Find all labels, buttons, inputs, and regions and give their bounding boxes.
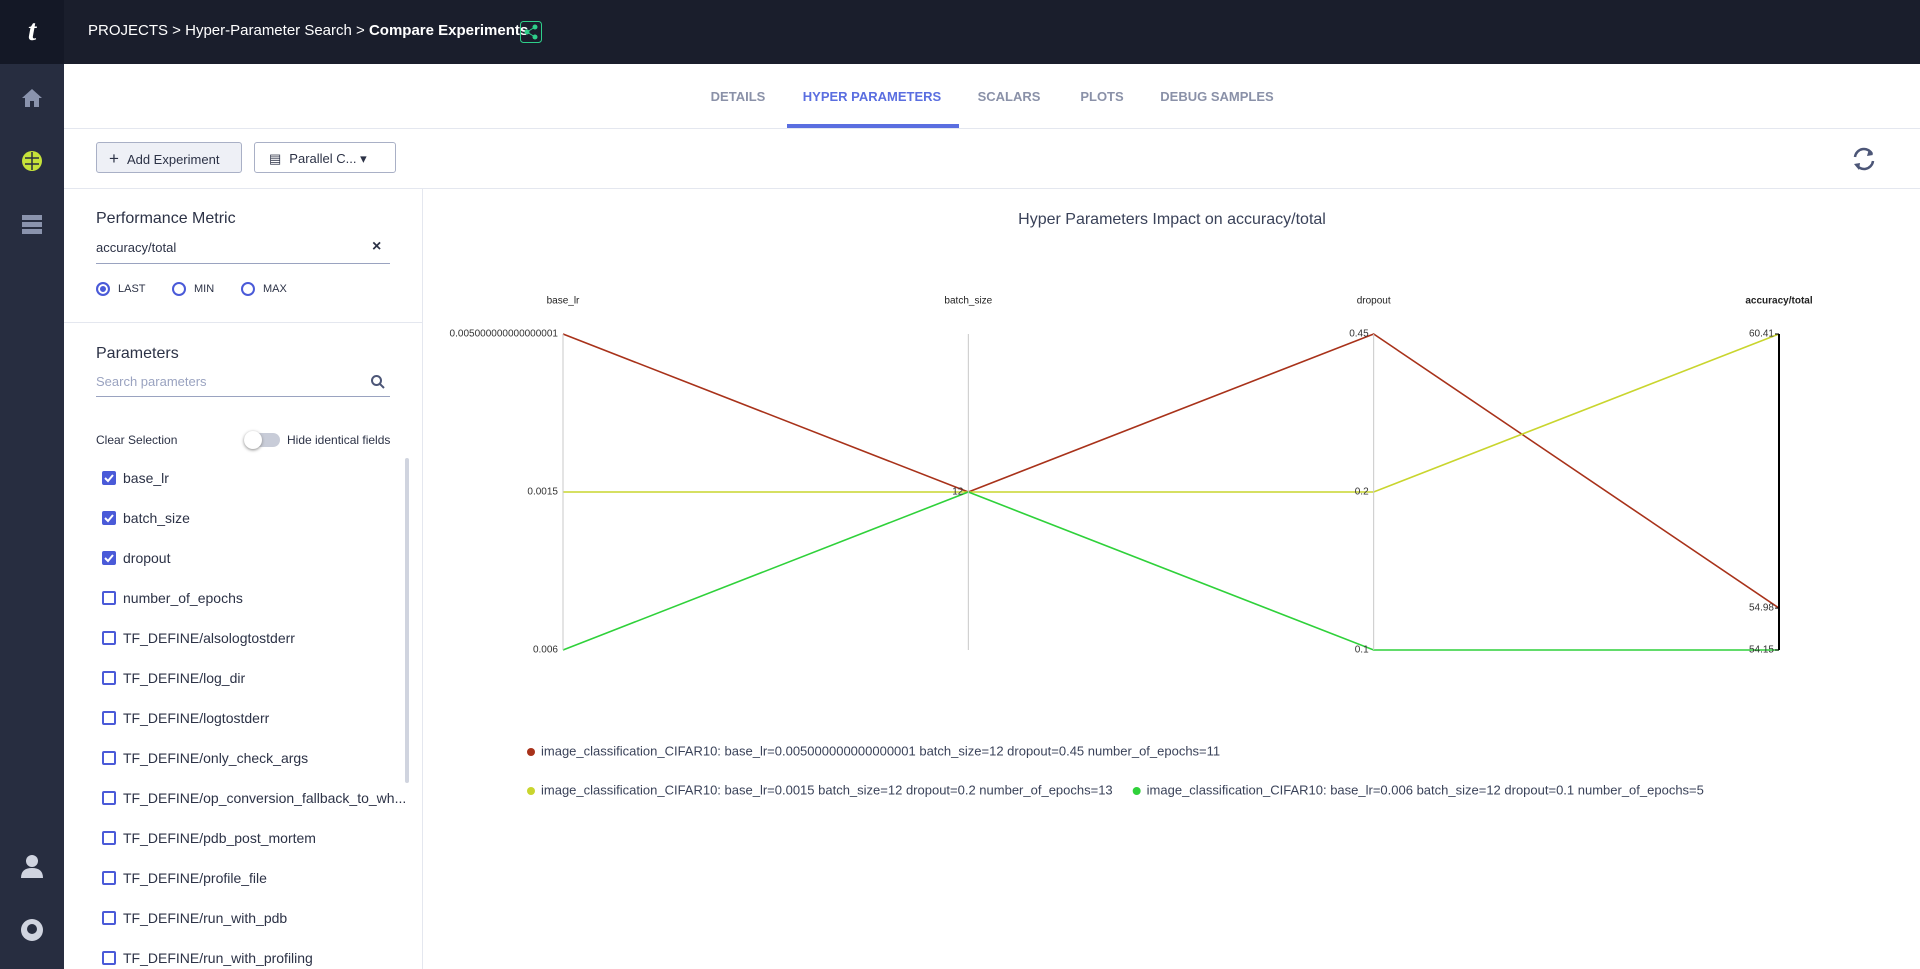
axis-tick-label: 0.0015 — [527, 487, 558, 498]
checkbox[interactable] — [102, 591, 116, 605]
tab[interactable]: HYPER PARAMETERS — [802, 89, 942, 104]
datasets-icon[interactable] — [20, 212, 44, 236]
tab[interactable]: PLOTS — [1080, 89, 1124, 104]
radio[interactable] — [241, 282, 255, 296]
checkbox[interactable] — [102, 671, 116, 685]
series-line — [563, 333, 1780, 493]
axis-label: batch_size — [944, 296, 992, 307]
parameter-name: number_of_epochs — [123, 590, 243, 606]
axis-tick-label: 0.2 — [1355, 487, 1369, 498]
radio-label: MAX — [263, 283, 287, 295]
legend-label: image_classification_CIFAR10: base_lr=0.… — [541, 782, 1113, 797]
github-icon[interactable] — [20, 918, 44, 942]
axis-tick-label: 60.41 — [1749, 329, 1774, 340]
tab[interactable]: DEBUG SAMPLES — [1160, 89, 1274, 104]
search-icon[interactable] — [370, 374, 386, 390]
parameter-name: TF_DEFINE/profile_file — [123, 870, 267, 886]
parameter-name: TF_DEFINE/log_dir — [123, 670, 246, 686]
axis-tick-label: 0.1 — [1355, 645, 1369, 656]
checkbox[interactable] — [102, 831, 116, 845]
radio-label: MIN — [194, 283, 215, 295]
series-line — [562, 491, 1779, 651]
legend-label: image_classification_CIFAR10: base_lr=0.… — [1147, 782, 1704, 797]
breadcrumb-item[interactable]: Hyper-Parameter Search — [185, 22, 352, 39]
divider — [64, 188, 1920, 189]
side-nav: t — [0, 0, 64, 969]
input-underline — [96, 396, 390, 397]
legend-marker — [1132, 787, 1141, 795]
refresh-button[interactable] — [1851, 146, 1877, 172]
home-icon[interactable] — [20, 86, 44, 110]
axis-tick-label: 0.45 — [1349, 329, 1369, 340]
axis-label: dropout — [1357, 296, 1391, 307]
parameter-name: TF_DEFINE/run_with_pdb — [123, 910, 288, 926]
legend-label: image_classification_CIFAR10: base_lr=0.… — [541, 743, 1220, 758]
clear-metric[interactable]: × — [372, 238, 382, 255]
hide-identical: Hide identical fields — [287, 433, 391, 447]
checkbox[interactable] — [102, 471, 116, 485]
top-bar — [0, 0, 1920, 64]
profile-icon[interactable] — [20, 854, 44, 878]
parameter-name: TF_DEFINE/pdb_post_mortem — [123, 830, 316, 846]
parameter-name: base_lr — [123, 470, 169, 486]
experiments-icon[interactable] — [20, 149, 44, 173]
scrollbar[interactable] — [405, 458, 409, 783]
divider — [64, 322, 422, 323]
axis-label: accuracy/total — [1745, 296, 1812, 307]
legend-marker — [527, 787, 535, 795]
parameter-name: TF_DEFINE/only_check_args — [123, 750, 309, 766]
checkbox[interactable] — [102, 751, 116, 765]
chart-title: Hyper Parameters Impact on accuracy/tota… — [1018, 211, 1326, 228]
axis-tick-label: 54.98 — [1749, 603, 1774, 614]
parameter-name: TF_DEFINE/op_conversion_fallback_to_wh..… — [123, 790, 407, 806]
button-label: Add Experiment — [126, 152, 220, 167]
checkbox[interactable] — [102, 711, 116, 725]
tab[interactable]: DETAILS — [710, 89, 766, 104]
parameter-name: batch_size — [123, 510, 190, 526]
checkbox[interactable] — [102, 631, 116, 645]
legend-marker — [527, 748, 535, 756]
logo[interactable]: t — [0, 0, 64, 64]
clear-selection[interactable]: Clear Selection — [96, 433, 178, 447]
parameter-name: TF_DEFINE/logtostderr — [123, 710, 270, 726]
breadcrumb-item[interactable]: PROJECTS — [88, 22, 169, 39]
axis-tick-label: 0.006 — [533, 645, 558, 656]
checkbox[interactable] — [102, 871, 116, 885]
metric-title: Performance Metric — [96, 210, 236, 227]
parameters-title: Parameters — [96, 345, 179, 362]
tab-underline — [787, 124, 959, 128]
radio-label: LAST — [118, 283, 146, 295]
checkbox[interactable] — [102, 511, 116, 525]
axis-tick-label: 0.005000000000000001 — [450, 329, 559, 340]
radio[interactable] — [172, 282, 186, 296]
axis-tick-label: 12 — [952, 487, 964, 498]
search-placeholder[interactable]: Search parameters — [96, 374, 207, 389]
tab[interactable]: SCALARS — [977, 89, 1041, 104]
checkbox[interactable] — [102, 911, 116, 925]
divider — [422, 188, 423, 969]
checkbox[interactable] — [102, 951, 116, 965]
axis-label: base_lr — [547, 296, 580, 307]
metric-value[interactable]: accuracy/total — [96, 240, 177, 255]
checkbox[interactable] — [102, 791, 116, 805]
input-underline — [96, 263, 390, 264]
chart: Hyper Parameters Impact on accuracy/tota… — [450, 211, 1813, 797]
share-button[interactable] — [520, 21, 542, 43]
parameter-name: dropout — [123, 550, 171, 566]
radio[interactable] — [96, 282, 110, 296]
parameter-name: TF_DEFINE/alsologtostderr — [123, 630, 295, 646]
toggle[interactable] — [244, 431, 280, 449]
series-line — [562, 333, 1780, 609]
parameter-name: TF_DEFINE/run_with_profiling — [123, 950, 313, 966]
checkbox[interactable] — [102, 551, 116, 565]
breadcrumb: PROJECTS > Hyper-Parameter Search > Comp… — [88, 22, 529, 39]
select-label: Parallel C... — [289, 151, 357, 166]
divider — [64, 128, 1920, 129]
axis-tick-label: 54.15 — [1749, 645, 1774, 656]
breadcrumb-current: Compare Experiments — [368, 22, 529, 39]
add-experiment-button[interactable]: + Add Experiment — [96, 142, 242, 173]
view-select[interactable]: ▤ Parallel C... ▾ — [254, 142, 396, 173]
